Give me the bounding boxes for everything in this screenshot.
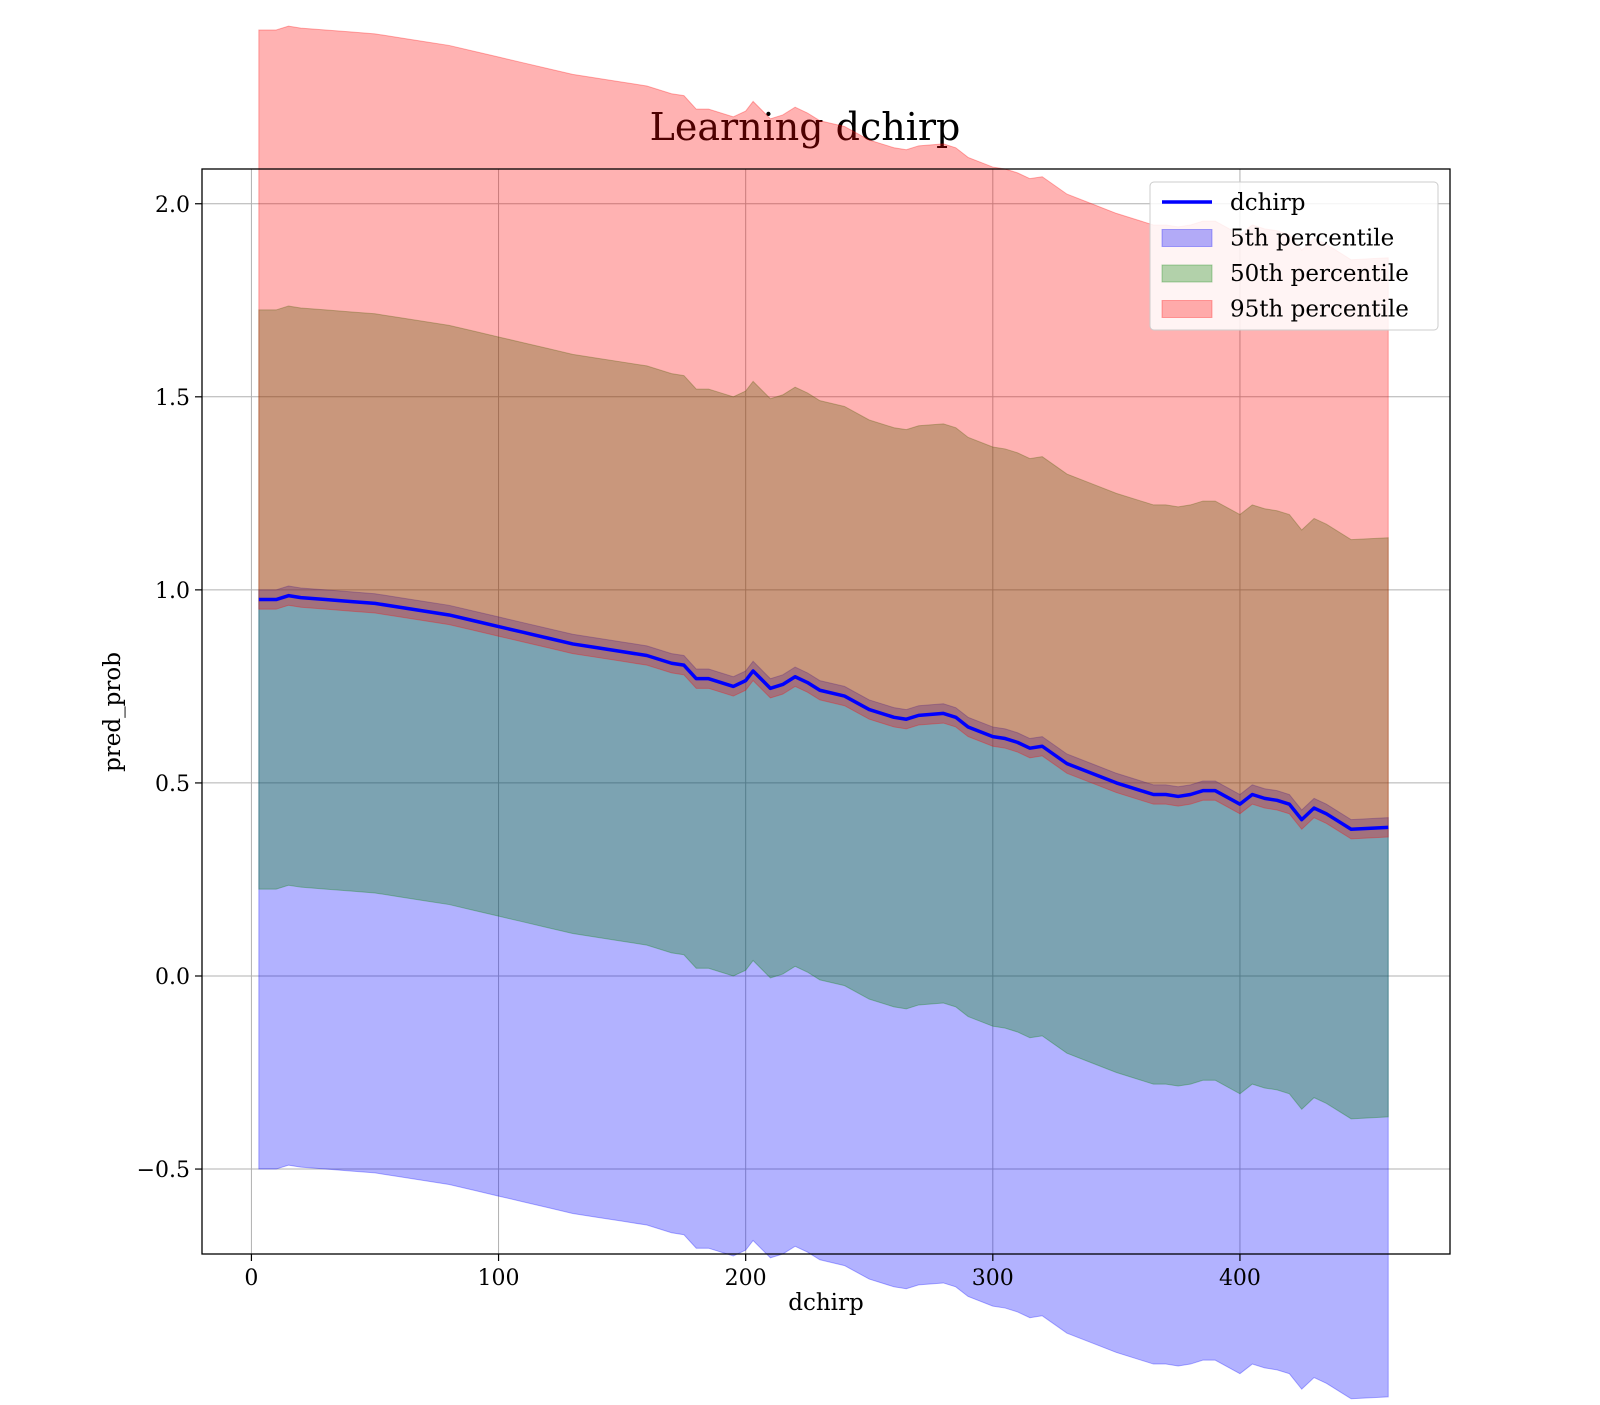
chart-title: Learning dchirp (650, 105, 961, 149)
legend-label: 5th percentile (1230, 226, 1394, 252)
legend-label: 95th percentile (1230, 297, 1409, 323)
legend: dchirp 5th percentile 50th percentile 95th … (1149, 181, 1439, 331)
y-axis-label: pred_prob (100, 652, 126, 772)
band-50th-percentile (258, 305, 1389, 1120)
y-tick-label: 1.0 (155, 579, 190, 604)
y-tick-label: 2.0 (155, 193, 190, 218)
legend-swatch (1161, 264, 1213, 283)
series-lines (258, 593, 1389, 832)
x-tick-label: 400 (1219, 1266, 1261, 1291)
y-tick-label: 0.5 (155, 772, 190, 797)
grid (202, 169, 1450, 1254)
band-5th-percentile (258, 585, 1389, 1400)
legend-label: 50th percentile (1230, 261, 1409, 287)
x-tick-label: 300 (972, 1266, 1014, 1291)
x-axis-ticks: 0 100 200 300 400 (244, 1254, 1261, 1291)
legend-box (1149, 181, 1439, 331)
plot-frame (201, 168, 1451, 1255)
y-tick-label: 0.0 (155, 965, 190, 990)
x-axis-label: dchirp (788, 1290, 864, 1316)
legend-swatch (1161, 300, 1213, 318)
legend-swatch (1161, 229, 1213, 247)
x-tick-label: 0 (244, 1266, 258, 1291)
y-axis-ticks: −0.5 0.0 0.5 1.0 1.5 2.0 (137, 193, 202, 1183)
y-tick-label: 1.5 (155, 386, 190, 411)
x-tick-label: 200 (725, 1266, 767, 1291)
y-tick-label: −0.5 (137, 1158, 190, 1183)
legend-label: dchirp (1230, 190, 1306, 216)
x-tick-label: 100 (478, 1266, 520, 1291)
series-line-dchirp (258, 593, 1389, 832)
